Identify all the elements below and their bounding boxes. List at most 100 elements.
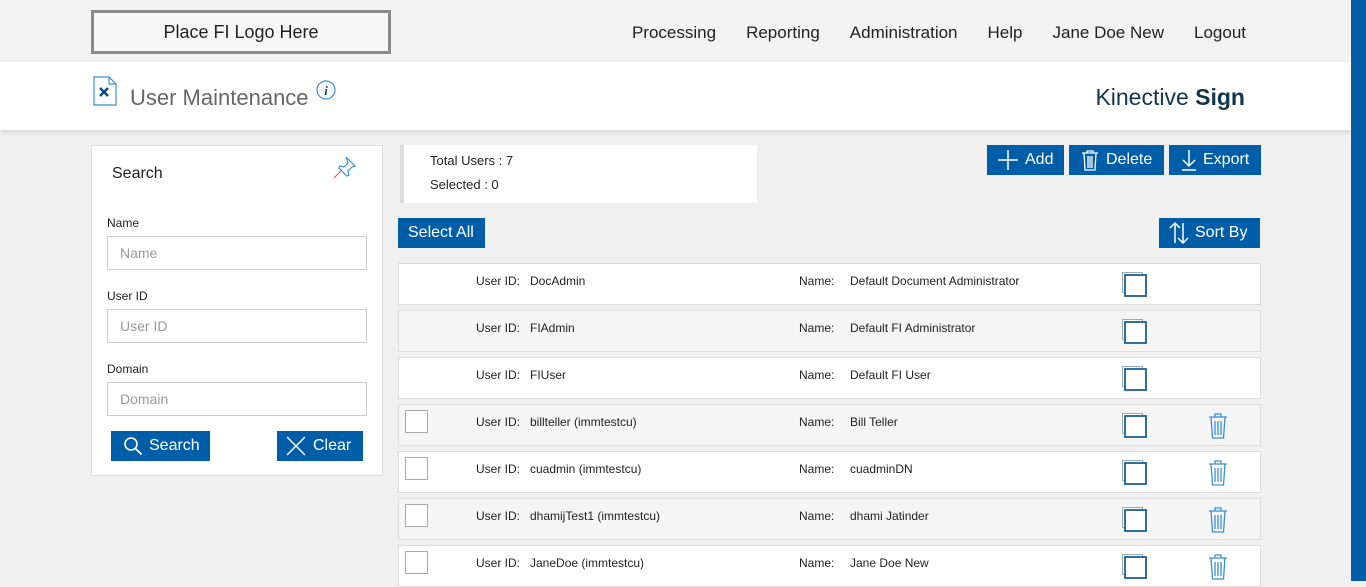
nav-processing[interactable]: Processing: [631, 23, 717, 42]
user-name-value: Jane Doe New: [850, 556, 929, 570]
trash-icon: [1082, 150, 1098, 171]
user-row[interactable]: User ID: billteller (immtestcu) Name: Bi…: [398, 404, 1261, 446]
user-name-value: Default FI Administrator: [850, 321, 976, 335]
user-id-label: User ID:: [476, 274, 521, 288]
brand-bold: Sign: [1195, 84, 1245, 110]
copy-icon[interactable]: [1121, 553, 1149, 581]
search-title: Search: [112, 165, 163, 182]
user-id-label: User ID:: [476, 556, 521, 570]
userid-label: User ID: [107, 289, 148, 303]
user-id-value: dhamijTest1 (immtestcu): [530, 509, 661, 523]
search-button[interactable]: Search: [111, 431, 210, 461]
domain-input[interactable]: [107, 382, 367, 416]
add-button[interactable]: Add: [987, 145, 1064, 175]
user-id-label: User ID:: [476, 368, 521, 382]
svg-text:i: i: [324, 83, 328, 98]
user-name-value: Bill Teller: [850, 415, 898, 429]
user-name-label: Name:: [799, 462, 835, 476]
top-bar: Place FI Logo Here Processing Reporting …: [0, 0, 1351, 62]
sort-by-label: Sort By: [1195, 224, 1248, 241]
add-label: Add: [1025, 151, 1054, 168]
brand-light: Kinective: [1095, 84, 1189, 110]
main-nav: Processing Reporting Administration Help…: [632, 23, 1246, 43]
user-id-label: User ID:: [476, 462, 521, 476]
user-id-label: User ID:: [476, 321, 521, 335]
user-name-label: Name:: [799, 509, 835, 523]
row-checkbox[interactable]: [405, 410, 428, 433]
user-name-value: cuadminDN: [850, 462, 913, 476]
page-title: User Maintenance: [130, 85, 309, 110]
user-row[interactable]: User ID: FIAdmin Name: Default FI Admini…: [398, 310, 1261, 352]
sort-icon: [1169, 221, 1189, 245]
copy-icon[interactable]: [1121, 271, 1149, 299]
user-name-label: Name:: [799, 368, 835, 382]
user-row[interactable]: User ID: DocAdmin Name: Default Document…: [398, 263, 1261, 305]
user-id-value: cuadmin (immtestcu): [530, 462, 642, 476]
copy-icon[interactable]: [1121, 318, 1149, 346]
user-name-value: Default FI User: [850, 368, 931, 382]
copy-icon[interactable]: [1121, 412, 1149, 440]
copy-icon[interactable]: [1121, 459, 1149, 487]
total-users: Total Users : 7: [430, 153, 514, 168]
name-label: Name: [107, 216, 140, 230]
brand-name: Kinective Sign: [1095, 84, 1245, 111]
user-maintenance-icon: [93, 76, 117, 106]
nav-reporting[interactable]: Reporting: [746, 23, 820, 42]
row-checkbox[interactable]: [405, 551, 428, 574]
user-row[interactable]: User ID: cuadmin (immtestcu) Name: cuadm…: [398, 451, 1261, 493]
user-row[interactable]: User ID: FIUser Name: Default FI User: [398, 357, 1261, 399]
delete-button[interactable]: Delete: [1069, 145, 1164, 175]
trash-icon[interactable]: [1207, 412, 1229, 440]
user-summary: Total Users : 7 Selected : 0: [400, 145, 757, 203]
trash-icon[interactable]: [1207, 506, 1229, 534]
userid-input[interactable]: [107, 309, 367, 343]
plus-icon: [998, 150, 1018, 170]
domain-label: Domain: [107, 362, 149, 376]
user-name-label: Name:: [799, 415, 835, 429]
user-name-label: Name:: [799, 321, 835, 335]
close-icon: [286, 436, 306, 456]
select-all-button[interactable]: Select All: [398, 218, 485, 248]
trash-icon[interactable]: [1207, 553, 1229, 581]
export-label: Export: [1203, 151, 1250, 168]
title-bar: User Maintenance i Kinective Sign: [0, 62, 1351, 130]
clear-button-label: Clear: [313, 437, 352, 454]
user-row[interactable]: User ID: dhamijTest1 (immtestcu) Name: d…: [398, 498, 1261, 540]
user-id-value: FIUser: [530, 368, 566, 382]
row-checkbox[interactable]: [405, 457, 428, 480]
nav-help[interactable]: Help: [987, 23, 1023, 42]
delete-label: Delete: [1106, 151, 1153, 168]
user-id-label: User ID:: [476, 509, 521, 523]
sort-by-button[interactable]: Sort By: [1159, 218, 1260, 248]
select-all-label: Select All: [408, 224, 474, 241]
pin-icon[interactable]: [332, 154, 358, 180]
copy-icon[interactable]: [1121, 506, 1149, 534]
user-name-value: dhami Jatinder: [850, 509, 929, 523]
user-id-label: User ID:: [476, 415, 521, 429]
user-id-value: billteller (immtestcu): [530, 415, 637, 429]
user-id-value: FIAdmin: [530, 321, 575, 335]
trash-icon[interactable]: [1207, 459, 1229, 487]
logo-placeholder: Place FI Logo Here: [91, 10, 391, 54]
user-id-value: JaneDoe (immtestcu): [530, 556, 645, 570]
user-id-value: DocAdmin: [530, 274, 586, 288]
copy-icon[interactable]: [1121, 365, 1149, 393]
nav-logout[interactable]: Logout: [1194, 23, 1246, 42]
clear-button[interactable]: Clear: [277, 431, 363, 461]
nav-user[interactable]: Jane Doe New: [1052, 23, 1164, 42]
name-input[interactable]: [107, 236, 367, 270]
scrollbar[interactable]: [1351, 0, 1366, 581]
search-panel: Search Name User ID Domain Search Clear: [91, 145, 383, 476]
user-row[interactable]: User ID: JaneDoe (immtestcu) Name: Jane …: [398, 545, 1261, 587]
user-name-label: Name:: [799, 274, 835, 288]
selected-count: Selected : 0: [430, 177, 499, 192]
search-button-label: Search: [149, 437, 200, 454]
nav-administration[interactable]: Administration: [849, 23, 958, 42]
download-icon: [1182, 150, 1196, 171]
user-name-value: Default Document Administrator: [850, 274, 1020, 288]
user-name-label: Name:: [799, 556, 835, 570]
search-icon: [124, 437, 143, 456]
export-button[interactable]: Export: [1169, 145, 1261, 175]
info-icon[interactable]: i: [316, 80, 336, 100]
row-checkbox[interactable]: [405, 504, 428, 527]
